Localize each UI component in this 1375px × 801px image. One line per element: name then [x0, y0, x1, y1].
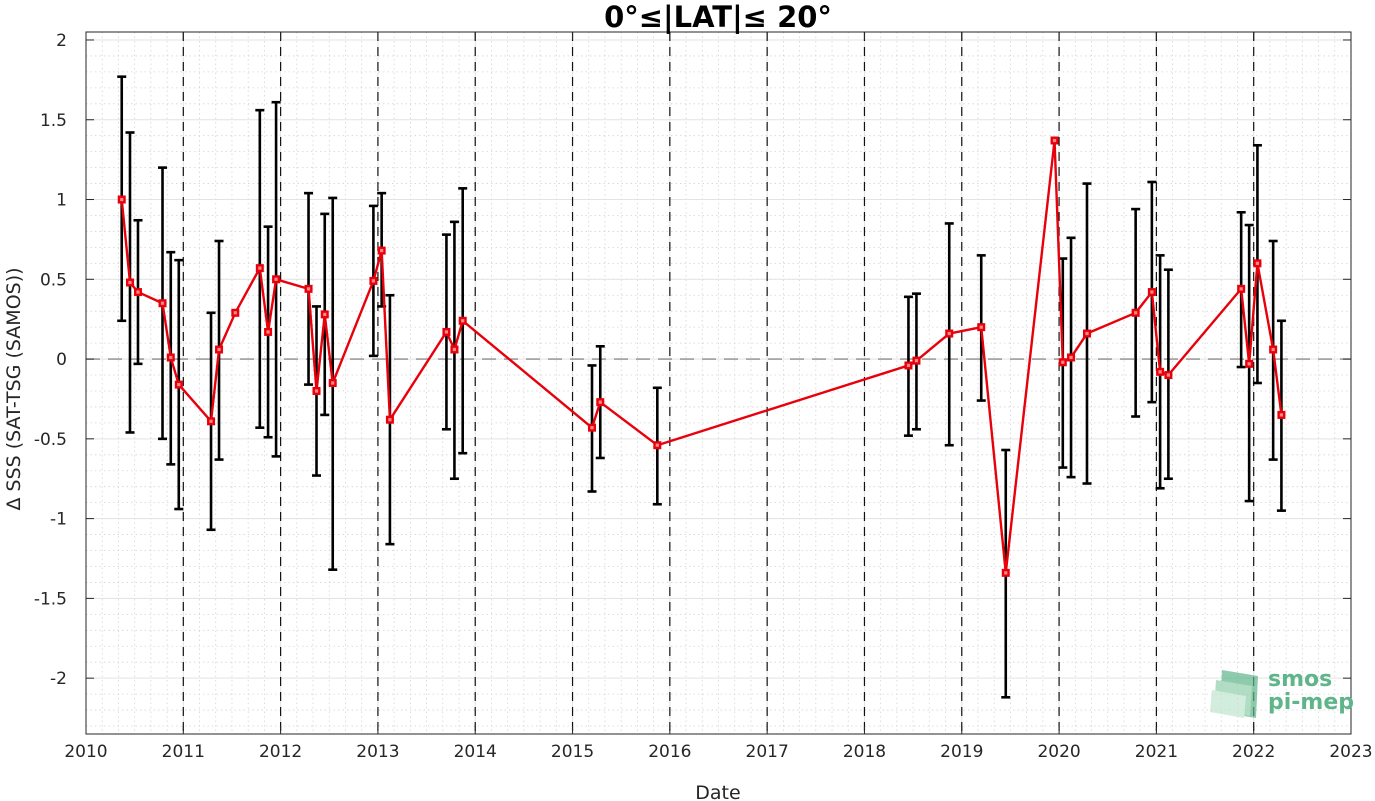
x-tick-label: 2013	[356, 742, 399, 762]
data-point-center	[655, 443, 659, 447]
data-point-center	[160, 301, 165, 305]
data-point-center	[598, 400, 602, 404]
data-point-center	[177, 382, 181, 387]
smos-pi-mep-logo: smos pi-mep	[1210, 667, 1354, 718]
y-tick-labels: 2 1.5 1 0.5 0 -0.5 -1 -1.5 -2	[34, 31, 67, 689]
x-tick-label: 2016	[648, 742, 691, 762]
x-tick-label: 2019	[940, 742, 983, 762]
chart-title: 0°≤|LAT|≤ 20°	[604, 0, 832, 34]
data-point-center	[169, 355, 173, 360]
data-point-center	[217, 347, 221, 352]
data-point-center	[461, 319, 465, 323]
x-tick-label: 2015	[551, 742, 594, 762]
data-point-center	[314, 389, 319, 393]
data-point-center	[1279, 413, 1284, 417]
y-tick-label: -1.5	[34, 589, 67, 609]
logo-text-smos: smos	[1268, 667, 1332, 692]
data-point-center	[914, 359, 919, 363]
x-tick-label: 2012	[259, 742, 302, 762]
data-point-center	[380, 248, 384, 253]
logo-text-pi-mep: pi-mep	[1268, 690, 1354, 715]
x-tick-label: 2023	[1329, 742, 1372, 762]
x-tick-labels: 2010 2011 2012 2013 2014 2015 2016 2017 2018 2019…	[64, 742, 1372, 762]
data-point-center	[233, 311, 237, 315]
data-point-center	[906, 363, 911, 368]
x-tick-label: 2011	[162, 742, 205, 762]
data-point-center	[120, 197, 124, 202]
error-bars	[117, 75, 1286, 699]
data-point-center	[1061, 360, 1065, 364]
data-point-center	[1052, 138, 1057, 143]
data-point-center	[947, 331, 951, 336]
data-point-center	[1085, 331, 1089, 336]
x-tick-label: 2017	[746, 742, 789, 762]
x-axis-label: Date	[695, 782, 740, 801]
data-point-center	[209, 419, 213, 423]
x-tick-label: 2010	[64, 742, 107, 762]
data-point-center	[452, 347, 457, 352]
data-point-center	[1271, 347, 1275, 352]
axis-ticks	[85, 32, 1352, 734]
data-point-center	[1150, 290, 1154, 294]
x-tick-label: 2021	[1135, 742, 1178, 762]
data-point-center	[1069, 355, 1073, 360]
x-tick-label: 2018	[843, 742, 886, 762]
logo-mark-icon	[1210, 670, 1258, 718]
x-tick-label: 2022	[1232, 742, 1275, 762]
data-point-center	[266, 330, 270, 334]
y-tick-label: 1.5	[40, 111, 67, 131]
data-point-center	[1004, 571, 1008, 575]
data-point-center	[1239, 287, 1243, 291]
data-point-center	[590, 426, 594, 430]
data-point-center	[258, 266, 262, 270]
data-point-center	[1247, 362, 1251, 366]
data-point-center	[388, 418, 392, 422]
y-tick-label: -1	[50, 510, 67, 530]
x-tick-label: 2020	[1037, 742, 1080, 762]
plot-frame	[85, 31, 1352, 735]
data-point-center	[331, 381, 335, 385]
y-axis-label: Δ SSS (SAT-TSG (SAMOS))	[3, 267, 25, 510]
data-point-center	[1158, 370, 1162, 374]
data-markers	[117, 136, 1286, 577]
y-tick-label: 1	[56, 191, 67, 211]
data-point-center	[1166, 373, 1170, 377]
data-point-center	[128, 280, 132, 285]
x-tick-label: 2014	[454, 742, 497, 762]
y-tick-label: 0.5	[40, 270, 67, 290]
y-tick-label: 2	[56, 31, 67, 51]
y-tick-label: 0	[56, 350, 67, 370]
data-point-center	[274, 277, 278, 281]
data-point-center	[136, 290, 140, 294]
data-point-center	[306, 287, 311, 291]
data-point-center	[371, 279, 376, 283]
data-point-center	[1134, 311, 1138, 315]
y-tick-label: -0.5	[34, 430, 67, 450]
data-point-center	[979, 325, 983, 329]
data-point-center	[323, 312, 327, 316]
data-point-center	[444, 330, 449, 334]
year-dividers	[182, 32, 1255, 734]
data-point-center	[1255, 261, 1260, 265]
y-tick-label: -2	[50, 669, 67, 689]
